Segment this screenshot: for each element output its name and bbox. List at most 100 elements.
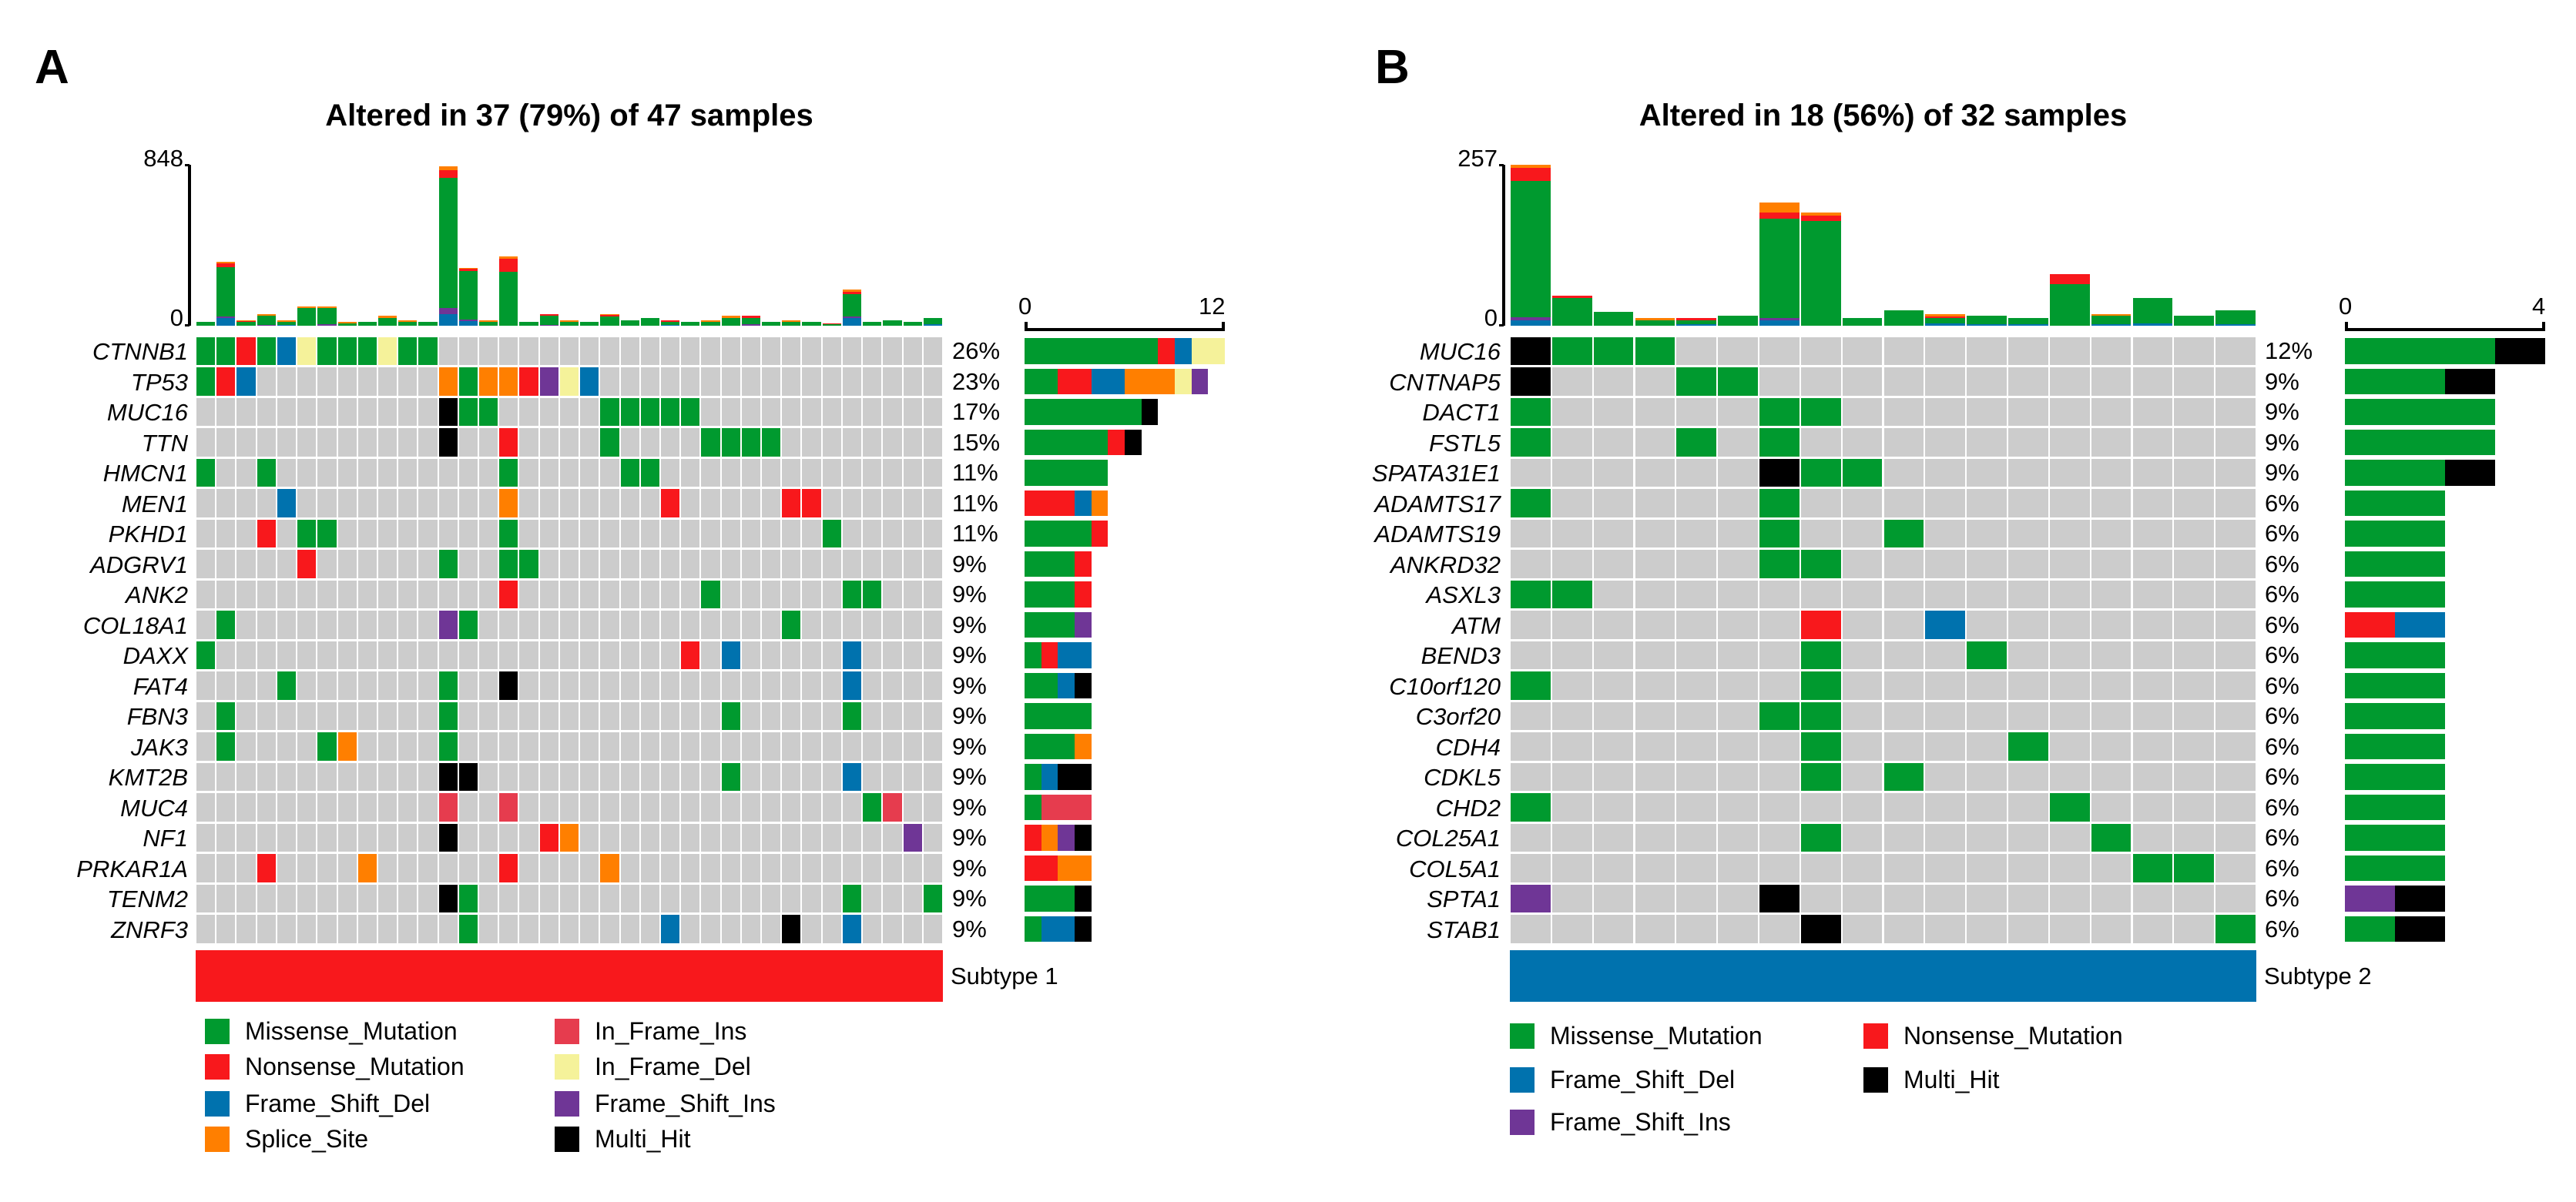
empty-cell bbox=[559, 732, 579, 761]
empty-cell bbox=[1718, 580, 1758, 608]
mutation-cell-mis bbox=[1759, 550, 1800, 578]
empty-cell bbox=[1635, 884, 1675, 912]
empty-cell bbox=[337, 489, 357, 517]
empty-cell bbox=[2008, 793, 2048, 822]
side-bar-segment-mis bbox=[1025, 338, 1159, 364]
empty-cell bbox=[580, 397, 599, 426]
empty-cell bbox=[438, 580, 458, 608]
empty-cell bbox=[2049, 397, 2090, 426]
empty-cell bbox=[600, 762, 619, 791]
empty-cell bbox=[317, 580, 337, 608]
empty-cell bbox=[1635, 580, 1675, 608]
tmb-bar-segment bbox=[257, 316, 276, 325]
empty-cell bbox=[377, 428, 397, 457]
empty-cell bbox=[640, 884, 659, 912]
empty-cell bbox=[903, 915, 922, 943]
tmb-bar-segment bbox=[196, 322, 216, 326]
tmb-bar-segment bbox=[539, 315, 558, 325]
empty-cell bbox=[620, 701, 639, 730]
empty-cell bbox=[418, 367, 438, 396]
side-bar-segment-spl bbox=[1058, 855, 1092, 881]
empty-cell bbox=[2091, 793, 2132, 822]
empty-cell bbox=[539, 732, 558, 761]
empty-cell bbox=[2091, 884, 2132, 912]
empty-cell bbox=[762, 884, 781, 912]
side-bar-segment-fsd bbox=[1058, 672, 1075, 698]
empty-cell bbox=[620, 580, 639, 608]
empty-cell bbox=[822, 489, 841, 517]
empty-cell bbox=[418, 732, 438, 761]
mutation-cell-fsi bbox=[903, 823, 922, 852]
empty-cell bbox=[297, 884, 317, 912]
empty-cell bbox=[802, 550, 821, 578]
empty-cell bbox=[2091, 732, 2132, 761]
side-bar-segment-multi bbox=[1075, 886, 1092, 912]
side-bar-segment-multi bbox=[1075, 672, 1092, 698]
tmb-bar-segment bbox=[479, 320, 498, 322]
legend-swatch-fsi bbox=[1510, 1110, 1535, 1135]
empty-cell bbox=[923, 397, 942, 426]
mutation-cell-mis bbox=[499, 519, 518, 547]
side-bar-segment-multi bbox=[1075, 916, 1092, 942]
empty-cell bbox=[1967, 762, 2007, 791]
empty-cell bbox=[2049, 732, 2090, 761]
mutation-cell-mis bbox=[1883, 762, 1924, 791]
empty-cell bbox=[479, 793, 498, 822]
empty-cell bbox=[1635, 823, 1675, 852]
mutation-cell-mis bbox=[357, 336, 377, 365]
empty-cell bbox=[2215, 336, 2256, 365]
empty-cell bbox=[2008, 762, 2048, 791]
empty-cell bbox=[398, 884, 418, 912]
empty-cell bbox=[458, 823, 478, 852]
empty-cell bbox=[863, 367, 882, 396]
side-bar-segment-mis bbox=[1025, 611, 1075, 638]
empty-cell bbox=[903, 367, 922, 396]
empty-cell bbox=[580, 823, 599, 852]
empty-cell bbox=[398, 671, 418, 700]
empty-cell bbox=[539, 336, 558, 365]
tmb-bar-segment bbox=[317, 307, 337, 325]
tmb-bar-segment bbox=[297, 306, 317, 308]
tmb-bar-segment bbox=[842, 318, 862, 326]
empty-cell bbox=[2091, 397, 2132, 426]
empty-cell bbox=[277, 762, 297, 791]
empty-cell bbox=[236, 641, 256, 669]
tmb-bar-segment bbox=[357, 322, 377, 326]
subtype-bar bbox=[196, 950, 943, 1002]
empty-cell bbox=[277, 915, 297, 943]
empty-cell bbox=[357, 915, 377, 943]
empty-cell bbox=[782, 580, 801, 608]
empty-cell bbox=[499, 823, 518, 852]
empty-cell bbox=[1551, 489, 1592, 517]
empty-cell bbox=[701, 793, 720, 822]
empty-cell bbox=[802, 641, 821, 669]
tmb-bar-segment bbox=[2049, 284, 2090, 326]
empty-cell bbox=[1718, 915, 1758, 943]
side-bar-segment-multi bbox=[2445, 460, 2495, 486]
side-bar-segment-mis bbox=[2345, 338, 2495, 364]
empty-cell bbox=[277, 823, 297, 852]
empty-cell bbox=[863, 671, 882, 700]
empty-cell bbox=[1883, 854, 1924, 882]
tmb-bar-segment bbox=[438, 313, 458, 326]
empty-cell bbox=[1842, 641, 1883, 669]
panel-label: A bbox=[35, 41, 69, 94]
empty-cell bbox=[660, 611, 680, 639]
empty-cell bbox=[357, 671, 377, 700]
empty-cell bbox=[903, 671, 922, 700]
tmb-bar-segment bbox=[660, 324, 680, 326]
gene-label: C3orf20 bbox=[1415, 703, 1501, 730]
empty-cell bbox=[357, 762, 377, 791]
empty-cell bbox=[782, 367, 801, 396]
empty-cell bbox=[216, 519, 236, 547]
empty-cell bbox=[539, 793, 558, 822]
empty-cell bbox=[580, 701, 599, 730]
mutation-cell-mis bbox=[257, 458, 276, 487]
empty-cell bbox=[1593, 428, 1634, 457]
empty-cell bbox=[559, 458, 579, 487]
empty-cell bbox=[539, 884, 558, 912]
empty-cell bbox=[822, 458, 841, 487]
empty-cell bbox=[2049, 915, 2090, 943]
empty-cell bbox=[2091, 854, 2132, 882]
tmb-bar-segment bbox=[822, 323, 841, 326]
